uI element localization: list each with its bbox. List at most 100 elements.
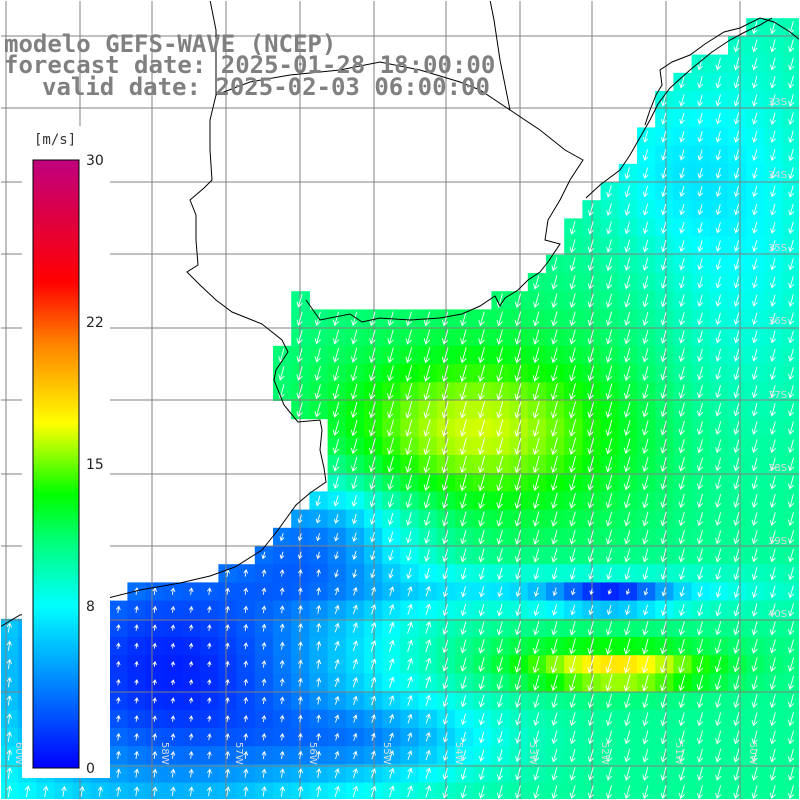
- wind-arrow: [496, 437, 504, 455]
- wind-arrow: [243, 768, 249, 778]
- wind-arrow: [188, 715, 194, 722]
- wind-arrow: [733, 603, 740, 617]
- wind-arrow: [678, 730, 686, 745]
- wind-arrow: [350, 438, 358, 455]
- wind-arrow: [697, 348, 704, 362]
- wind-arrow: [733, 39, 740, 53]
- wind-arrow: [423, 419, 431, 437]
- wind-arrow: [61, 785, 67, 797]
- wind-arrow: [751, 512, 758, 527]
- wind-arrow: [350, 347, 358, 363]
- wind-arrow: [478, 364, 486, 382]
- wind-arrow: [733, 112, 740, 125]
- wind-arrow: [6, 640, 12, 651]
- longitude-label: 55W: [381, 742, 392, 765]
- wind-arrow: [733, 185, 740, 198]
- wind-arrow: [334, 750, 340, 760]
- wind-arrow: [116, 678, 121, 686]
- wind-arrow: [550, 419, 558, 437]
- wind-arrow: [279, 678, 285, 687]
- wind-arrow: [388, 531, 394, 544]
- wind-arrow: [261, 750, 267, 760]
- wind-arrow: [533, 730, 540, 745]
- wind-arrow: [316, 604, 322, 614]
- wind-arrow: [369, 494, 376, 508]
- wind-arrow: [115, 768, 122, 778]
- wind-arrow: [733, 730, 740, 745]
- wind-arrow: [116, 660, 121, 668]
- wind-arrow: [788, 20, 795, 35]
- wind-arrow: [352, 569, 358, 579]
- wind-arrow: [769, 57, 776, 71]
- wind-arrow: [370, 750, 376, 760]
- wind-arrow: [352, 622, 358, 633]
- wind-arrow: [769, 457, 777, 472]
- wind-arrow: [514, 293, 522, 309]
- wind-arrow: [116, 624, 121, 631]
- wind-arrow: [751, 748, 758, 763]
- wind-arrow: [459, 437, 467, 455]
- wind-arrow: [587, 474, 595, 491]
- wind-arrow: [296, 311, 303, 327]
- wind-arrow: [188, 786, 194, 797]
- wind-arrow: [661, 131, 667, 143]
- wind-arrow: [696, 766, 704, 781]
- wind-arrow: [352, 714, 358, 723]
- wind-arrow: [352, 785, 359, 798]
- wind-arrow: [751, 493, 758, 508]
- wind-arrow: [460, 657, 467, 672]
- wind-arrow: [570, 588, 576, 596]
- wind-arrow: [243, 569, 249, 577]
- wind-arrow: [478, 511, 485, 527]
- wind-arrow: [751, 785, 758, 800]
- wind-arrow: [478, 785, 485, 799]
- wind-arrow: [770, 112, 776, 125]
- wind-arrow: [770, 294, 776, 307]
- wind-arrow: [679, 149, 685, 161]
- longitude-label: 58W: [159, 742, 170, 765]
- wind-arrow: [334, 551, 340, 560]
- wind-arrow: [752, 185, 758, 198]
- wind-arrow: [314, 402, 322, 418]
- wind-arrow: [788, 276, 795, 289]
- wind-arrow: [407, 785, 413, 798]
- wind-arrow: [769, 785, 777, 800]
- wind-arrow: [24, 785, 31, 798]
- wind-arrow: [389, 676, 395, 688]
- wind-arrow: [605, 438, 613, 455]
- wind-arrow: [334, 768, 340, 779]
- wind-arrow: [279, 623, 285, 632]
- wind-arrow: [569, 766, 576, 781]
- wind-arrow: [460, 511, 467, 527]
- wind-arrow: [660, 693, 667, 709]
- wind-arrow: [478, 529, 485, 545]
- wind-arrow: [243, 642, 249, 650]
- wind-arrow: [715, 585, 722, 598]
- wind-arrow: [333, 476, 340, 490]
- wind-arrow: [788, 75, 795, 89]
- wind-arrow: [733, 294, 740, 307]
- wind-arrow: [714, 638, 722, 654]
- wind-arrow: [134, 642, 139, 649]
- wind-arrow: [605, 548, 613, 563]
- wind-arrow: [624, 712, 631, 727]
- wind-arrow: [788, 312, 795, 326]
- wind-arrow: [279, 587, 285, 595]
- wind-arrow: [405, 347, 413, 364]
- wind-arrow: [551, 567, 558, 580]
- wind-arrow: [334, 732, 340, 741]
- wind-arrow: [188, 660, 194, 667]
- wind-arrow: [787, 621, 795, 636]
- wind-arrow: [316, 732, 321, 741]
- wind-arrow: [660, 493, 667, 509]
- wind-arrow: [425, 749, 431, 761]
- wind-arrow: [642, 493, 649, 509]
- wind-arrow: [296, 384, 303, 400]
- wind-arrow: [733, 439, 740, 454]
- wind-arrow: [478, 311, 485, 327]
- wind-arrow: [152, 679, 157, 686]
- wind-arrow: [316, 659, 322, 669]
- wind-arrow: [569, 511, 576, 527]
- wind-arrow: [478, 675, 485, 690]
- wind-arrow: [787, 730, 795, 745]
